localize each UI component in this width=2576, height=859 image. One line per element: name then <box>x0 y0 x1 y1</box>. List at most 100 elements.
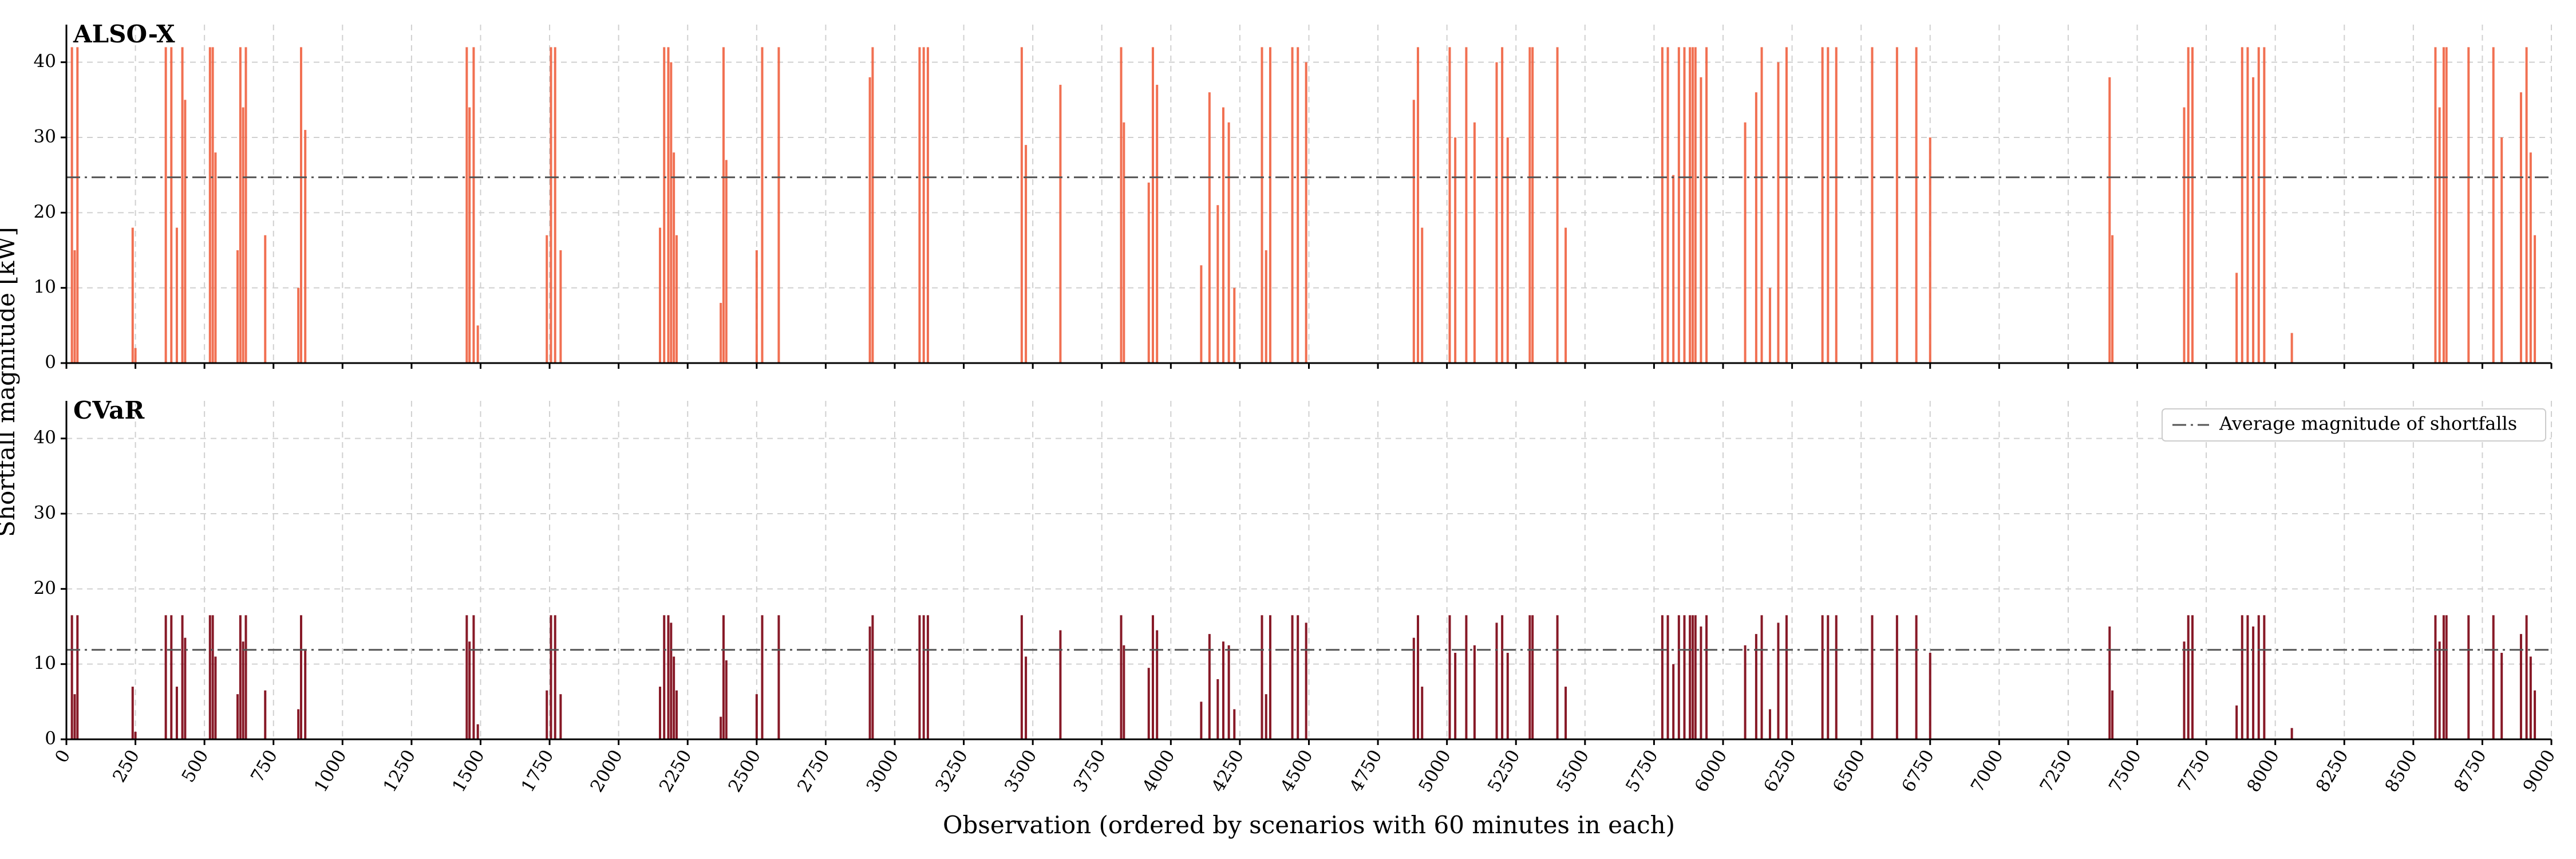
bar <box>1305 62 1307 363</box>
bar <box>131 687 134 739</box>
bar <box>1233 287 1236 363</box>
x-tick-label: 3750 <box>1069 746 1110 795</box>
y-tick-label: 0 <box>45 352 56 373</box>
bar <box>2252 77 2255 363</box>
bar <box>70 47 73 363</box>
bar <box>922 47 925 363</box>
bar <box>2241 615 2243 739</box>
bar <box>170 615 173 739</box>
bar <box>1929 652 1931 739</box>
bar <box>1700 626 1702 739</box>
bar <box>1216 679 1219 739</box>
bar <box>1700 77 1702 363</box>
bar <box>472 615 475 739</box>
bar <box>2290 728 2293 739</box>
bar <box>1269 615 1271 739</box>
bar <box>1156 85 1159 364</box>
y-tick-label: 0 <box>45 728 56 749</box>
bar <box>170 47 173 363</box>
x-tick-label: 2000 <box>586 746 627 795</box>
bar <box>1305 622 1307 739</box>
bar <box>164 615 167 739</box>
bar <box>1501 615 1504 739</box>
bar <box>2434 615 2437 739</box>
bar <box>1417 615 1420 739</box>
bar <box>1265 694 1267 739</box>
bar <box>1528 615 1531 739</box>
bar <box>755 250 758 363</box>
x-axis-label: Observation (ordered by scenarios with 6… <box>943 811 1675 839</box>
bar <box>1448 615 1451 739</box>
bar <box>1417 47 1420 363</box>
bar <box>1120 47 1123 363</box>
bar <box>1147 668 1150 739</box>
bar <box>554 47 556 363</box>
bar <box>546 235 548 363</box>
y-tick-label: 10 <box>34 653 56 673</box>
bar <box>1871 615 1874 739</box>
x-tick-label: 1750 <box>517 746 558 795</box>
x-tick-label: 8750 <box>2450 746 2491 795</box>
bar <box>1564 687 1567 739</box>
bar <box>2183 107 2186 363</box>
bar <box>755 694 758 739</box>
bar <box>1661 47 1664 363</box>
bar <box>1705 47 1708 363</box>
bar <box>2519 92 2522 363</box>
y-tick-label: 40 <box>34 51 56 72</box>
bar <box>1291 47 1294 363</box>
bar <box>1835 47 1838 363</box>
bar <box>1666 47 1669 363</box>
bar <box>559 694 562 739</box>
bar <box>2445 47 2448 363</box>
bar <box>777 615 780 739</box>
bar <box>2500 137 2503 363</box>
bar <box>1506 652 1509 739</box>
bar <box>1297 47 1299 363</box>
bar <box>465 47 468 363</box>
bar <box>777 47 780 363</box>
bar <box>2445 615 2448 739</box>
bar <box>175 227 178 363</box>
bar <box>239 615 242 739</box>
bar <box>2257 47 2260 363</box>
bar <box>1683 615 1686 739</box>
bar <box>2525 47 2528 363</box>
bar <box>468 641 471 739</box>
x-tick-label: 3250 <box>931 746 972 795</box>
x-tick-label: 250 <box>109 746 144 786</box>
x-tick-label: 500 <box>178 746 213 786</box>
bar <box>208 615 211 739</box>
bar <box>1412 100 1415 364</box>
bar <box>675 235 678 363</box>
bar <box>264 690 267 739</box>
bar <box>1020 47 1023 363</box>
x-tick-label: 4000 <box>1139 746 1179 795</box>
bar <box>1059 85 1062 364</box>
bar <box>1691 47 1694 363</box>
x-tick-label: 3000 <box>863 746 903 795</box>
bar <box>1200 265 1203 363</box>
bar <box>2442 47 2445 363</box>
bar <box>297 709 300 739</box>
bar <box>2246 615 2249 739</box>
bar <box>2263 47 2266 363</box>
x-tick-label: 6750 <box>1898 746 1938 795</box>
x-tick-label: 1000 <box>310 746 351 795</box>
y-tick-label: 20 <box>34 578 56 598</box>
bar <box>2519 634 2522 739</box>
bar <box>663 615 666 739</box>
x-tick-label: 5250 <box>1484 746 1524 795</box>
bar <box>2191 615 2194 739</box>
bar <box>131 227 134 363</box>
bar <box>2442 615 2445 739</box>
bar <box>239 47 242 363</box>
bar <box>1020 615 1023 739</box>
bar <box>1835 615 1838 739</box>
bar <box>722 47 725 363</box>
bar <box>673 152 675 363</box>
bar <box>1755 634 1757 739</box>
bar <box>1755 92 1757 363</box>
y-tick-label: 10 <box>34 277 56 297</box>
x-tick-label: 7500 <box>2105 746 2146 795</box>
